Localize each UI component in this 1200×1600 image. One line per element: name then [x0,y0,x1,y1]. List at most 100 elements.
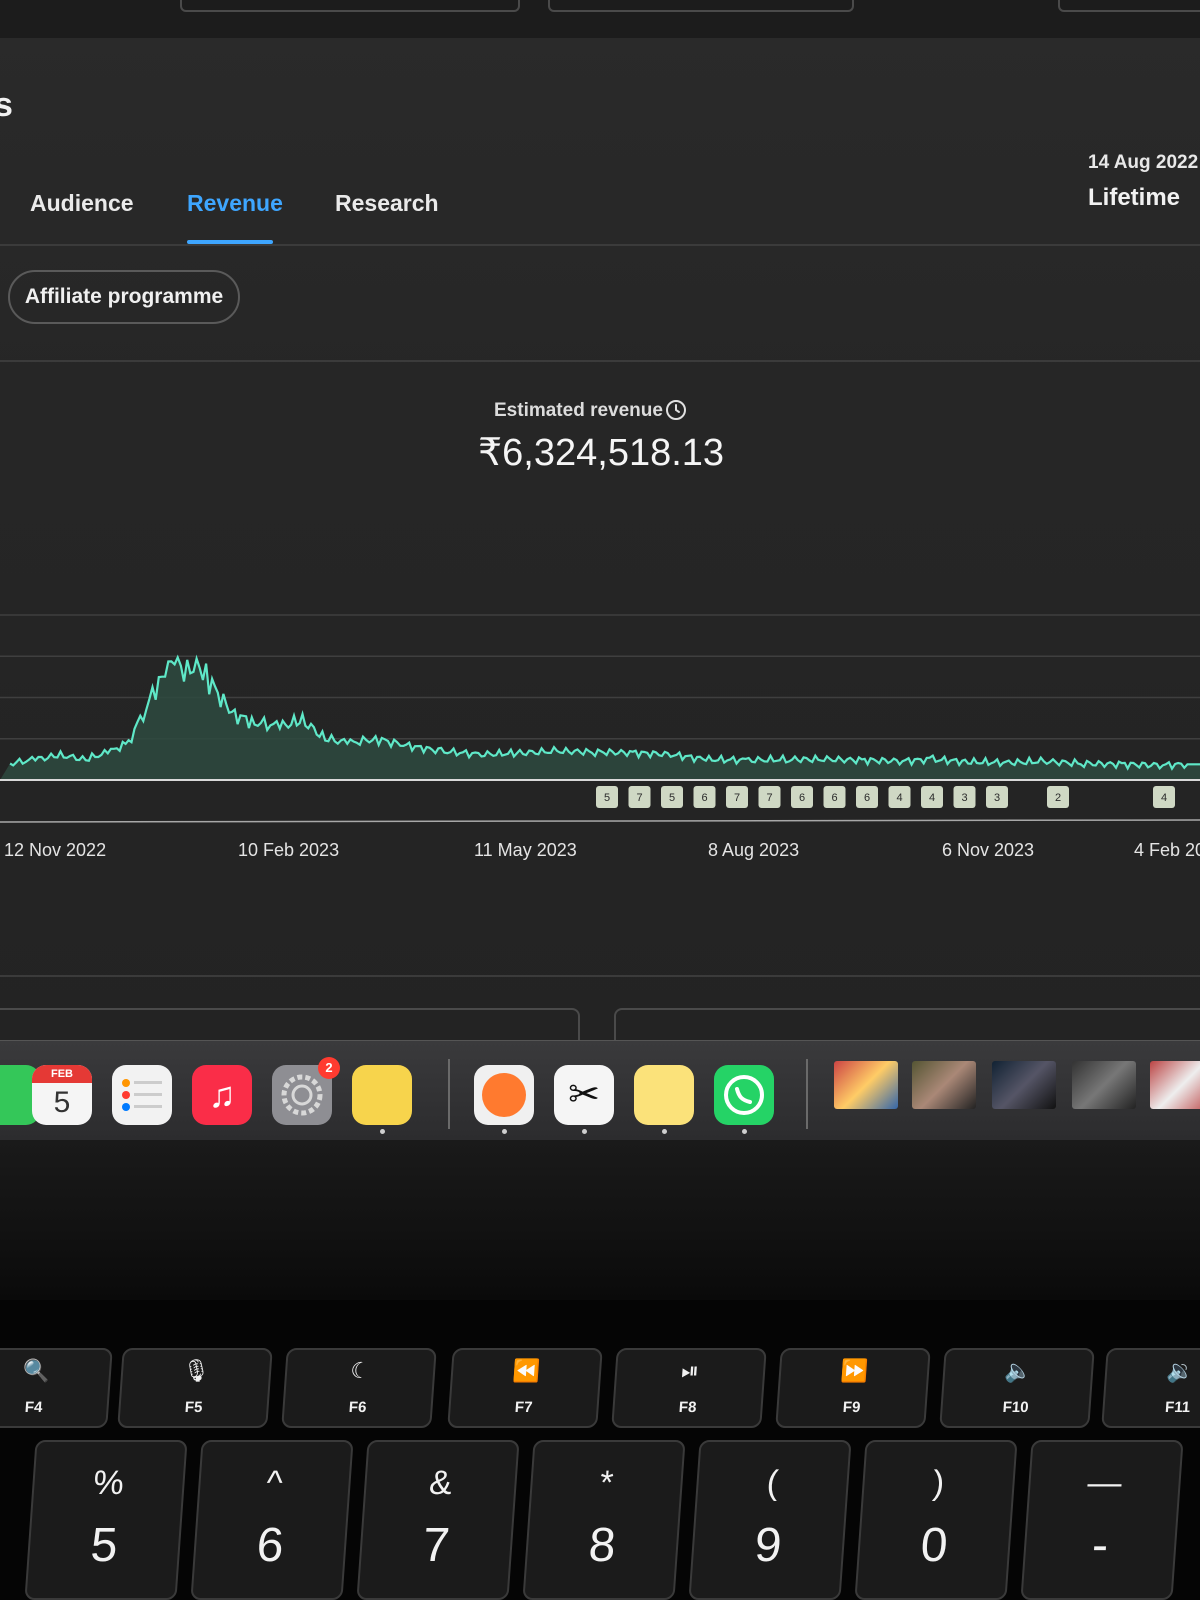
reminders-app-icon[interactable] [112,1065,172,1125]
compass-icon [482,1073,526,1117]
window-thumbnail-3[interactable] [992,1061,1056,1109]
window-thumbnail-2[interactable] [912,1061,976,1109]
microphone-icon: 🎙 [181,1358,212,1383]
chart-marker[interactable]: 3 [953,786,976,808]
key-f9[interactable]: ⏩ F9 [775,1348,931,1428]
revenue-area-fill [0,657,1200,780]
key-f5[interactable]: 🎙 F5 [117,1348,273,1428]
mute-icon: 🔈 [1003,1358,1033,1383]
key-f8[interactable]: ⏯ F8 [611,1348,767,1428]
window-thumbnail-1[interactable] [834,1061,898,1109]
tab-research[interactable]: Research [335,190,439,216]
key-number: - [1090,1519,1111,1572]
chart-marker[interactable]: 4 [921,786,943,808]
chart-marker-box [628,786,651,808]
chart-marker-label: 2 [1055,792,1061,804]
capcut-running-dot [582,1129,587,1134]
settings-notification-badge: 2 [318,1057,340,1079]
metrics-divider [0,360,1200,362]
top-search-box[interactable] [180,0,520,12]
chart-marker[interactable]: 6 [693,786,716,808]
fast-forward-icon: ⏩ [839,1358,869,1383]
capcut-app-icon[interactable]: ✂ [554,1065,614,1125]
chart-marker-label: 7 [734,792,740,804]
key-f4[interactable]: 🔍 F4 [0,1348,113,1428]
tab-audience[interactable]: Audience [30,190,134,216]
bottom-card-right[interactable] [614,1008,1200,1045]
key-8[interactable]: * 8 [522,1440,686,1600]
whatsapp-running-dot [742,1129,747,1134]
x-tick-label: 4 Feb 20 [1134,840,1200,860]
top-filter-box[interactable] [548,0,854,12]
metric-value: ₹6,324,518.13 [478,432,725,474]
revenue-line-chart: 5 7 5 6 7 7 6 6 6 4 4 3 3 2 4 12 Nov 2022 10 Feb 2023 11… [0,614,1200,860]
key-symbol: & [427,1464,454,1502]
key-f6[interactable]: ☾ F6 [281,1348,437,1428]
music-app-icon[interactable]: ♫ [192,1065,252,1125]
x-tick-label: 11 May 2023 [474,840,577,860]
page-title: s [0,86,13,124]
chart-bottom-divider [0,975,1200,977]
whatsapp-app-icon[interactable] [714,1065,774,1125]
chart-marker[interactable]: 5 [661,786,683,808]
key-number: 0 [919,1519,950,1572]
chart-marker[interactable]: 6 [856,786,878,808]
key-symbol: — [1086,1464,1123,1502]
chart-marker[interactable]: 3 [986,786,1008,808]
system-settings-app-icon[interactable]: 2 [272,1057,340,1125]
chart-marker[interactable]: 4 [1153,786,1175,808]
key-9[interactable]: ( 9 [688,1440,852,1600]
chart-marker[interactable]: 7 [628,786,651,808]
top-right-box[interactable] [1058,0,1200,12]
affiliate-programme-chip[interactable]: Affiliate programme [8,270,240,324]
key-label: F10 [1002,1399,1030,1416]
chart-marker-label: 5 [669,792,675,804]
youtube-studio-analytics-screen: s Audience Revenue Research 14 Aug 2022 … [0,0,1200,1045]
key-7[interactable]: & 7 [356,1440,520,1600]
chart-marker-box [693,786,716,808]
window-thumbnail-5[interactable] [1150,1061,1200,1109]
x-axis-line [0,819,1200,823]
key-label: F8 [678,1399,697,1416]
clock-icon[interactable] [664,398,688,422]
key-symbol: ( [765,1464,780,1502]
chart-marker-label: 6 [831,792,837,804]
chart-marker[interactable]: 5 [596,786,618,808]
key-label: F6 [348,1399,367,1416]
safari-like-app-icon[interactable] [474,1065,534,1125]
chart-marker-label: 6 [701,792,707,804]
chart-marker[interactable]: 7 [758,786,781,808]
notes-app-icon[interactable] [352,1065,412,1125]
key-label: F5 [184,1399,203,1416]
window-thumbnail-4[interactable] [1072,1061,1136,1109]
metric-label[interactable]: Estimated revenue [494,400,663,421]
chart-marker-label: 7 [766,792,772,804]
bottom-card-left[interactable] [0,1008,580,1045]
chart-marker[interactable]: 2 [1047,786,1069,808]
key-5[interactable]: % 5 [24,1440,188,1600]
calendar-month: FEB [32,1065,92,1083]
key-minus[interactable]: — - [1020,1440,1184,1600]
chart-marker-label: 7 [636,792,642,804]
chart-marker[interactable]: 6 [823,786,846,808]
calendar-app-icon[interactable]: FEB 5 [32,1065,92,1125]
chart-marker-label: 4 [1161,792,1167,804]
chart-marker[interactable]: 6 [791,786,813,808]
tab-revenue[interactable]: Revenue [187,190,283,216]
laptop-keyboard: 🔍 F4 🎙 F5 ☾ F6 ⏪ F7 ⏯ F8 ⏩ F9 🔈 F10 🔉 F1… [0,1300,1200,1600]
key-f11[interactable]: 🔉 F11 [1101,1348,1200,1428]
key-f10[interactable]: 🔈 F10 [939,1348,1095,1428]
key-6[interactable]: ^ 6 [190,1440,354,1600]
chart-marker-box [758,786,781,808]
chart-marker[interactable]: 7 [726,786,748,808]
key-0[interactable]: ) 0 [854,1440,1018,1600]
date-range-period[interactable]: Lifetime [1088,184,1181,211]
notes-yellow-app-icon[interactable] [634,1065,694,1125]
key-f7[interactable]: ⏪ F7 [447,1348,603,1428]
chart-marker[interactable]: 4 [888,786,911,808]
rewind-icon: ⏪ [511,1358,541,1383]
tabs-divider [0,244,1200,246]
key-symbol: ^ [265,1464,284,1502]
x-tick-label: 6 Nov 2023 [942,840,1034,860]
date-range-text[interactable]: 14 Aug 2022 [1088,152,1199,173]
